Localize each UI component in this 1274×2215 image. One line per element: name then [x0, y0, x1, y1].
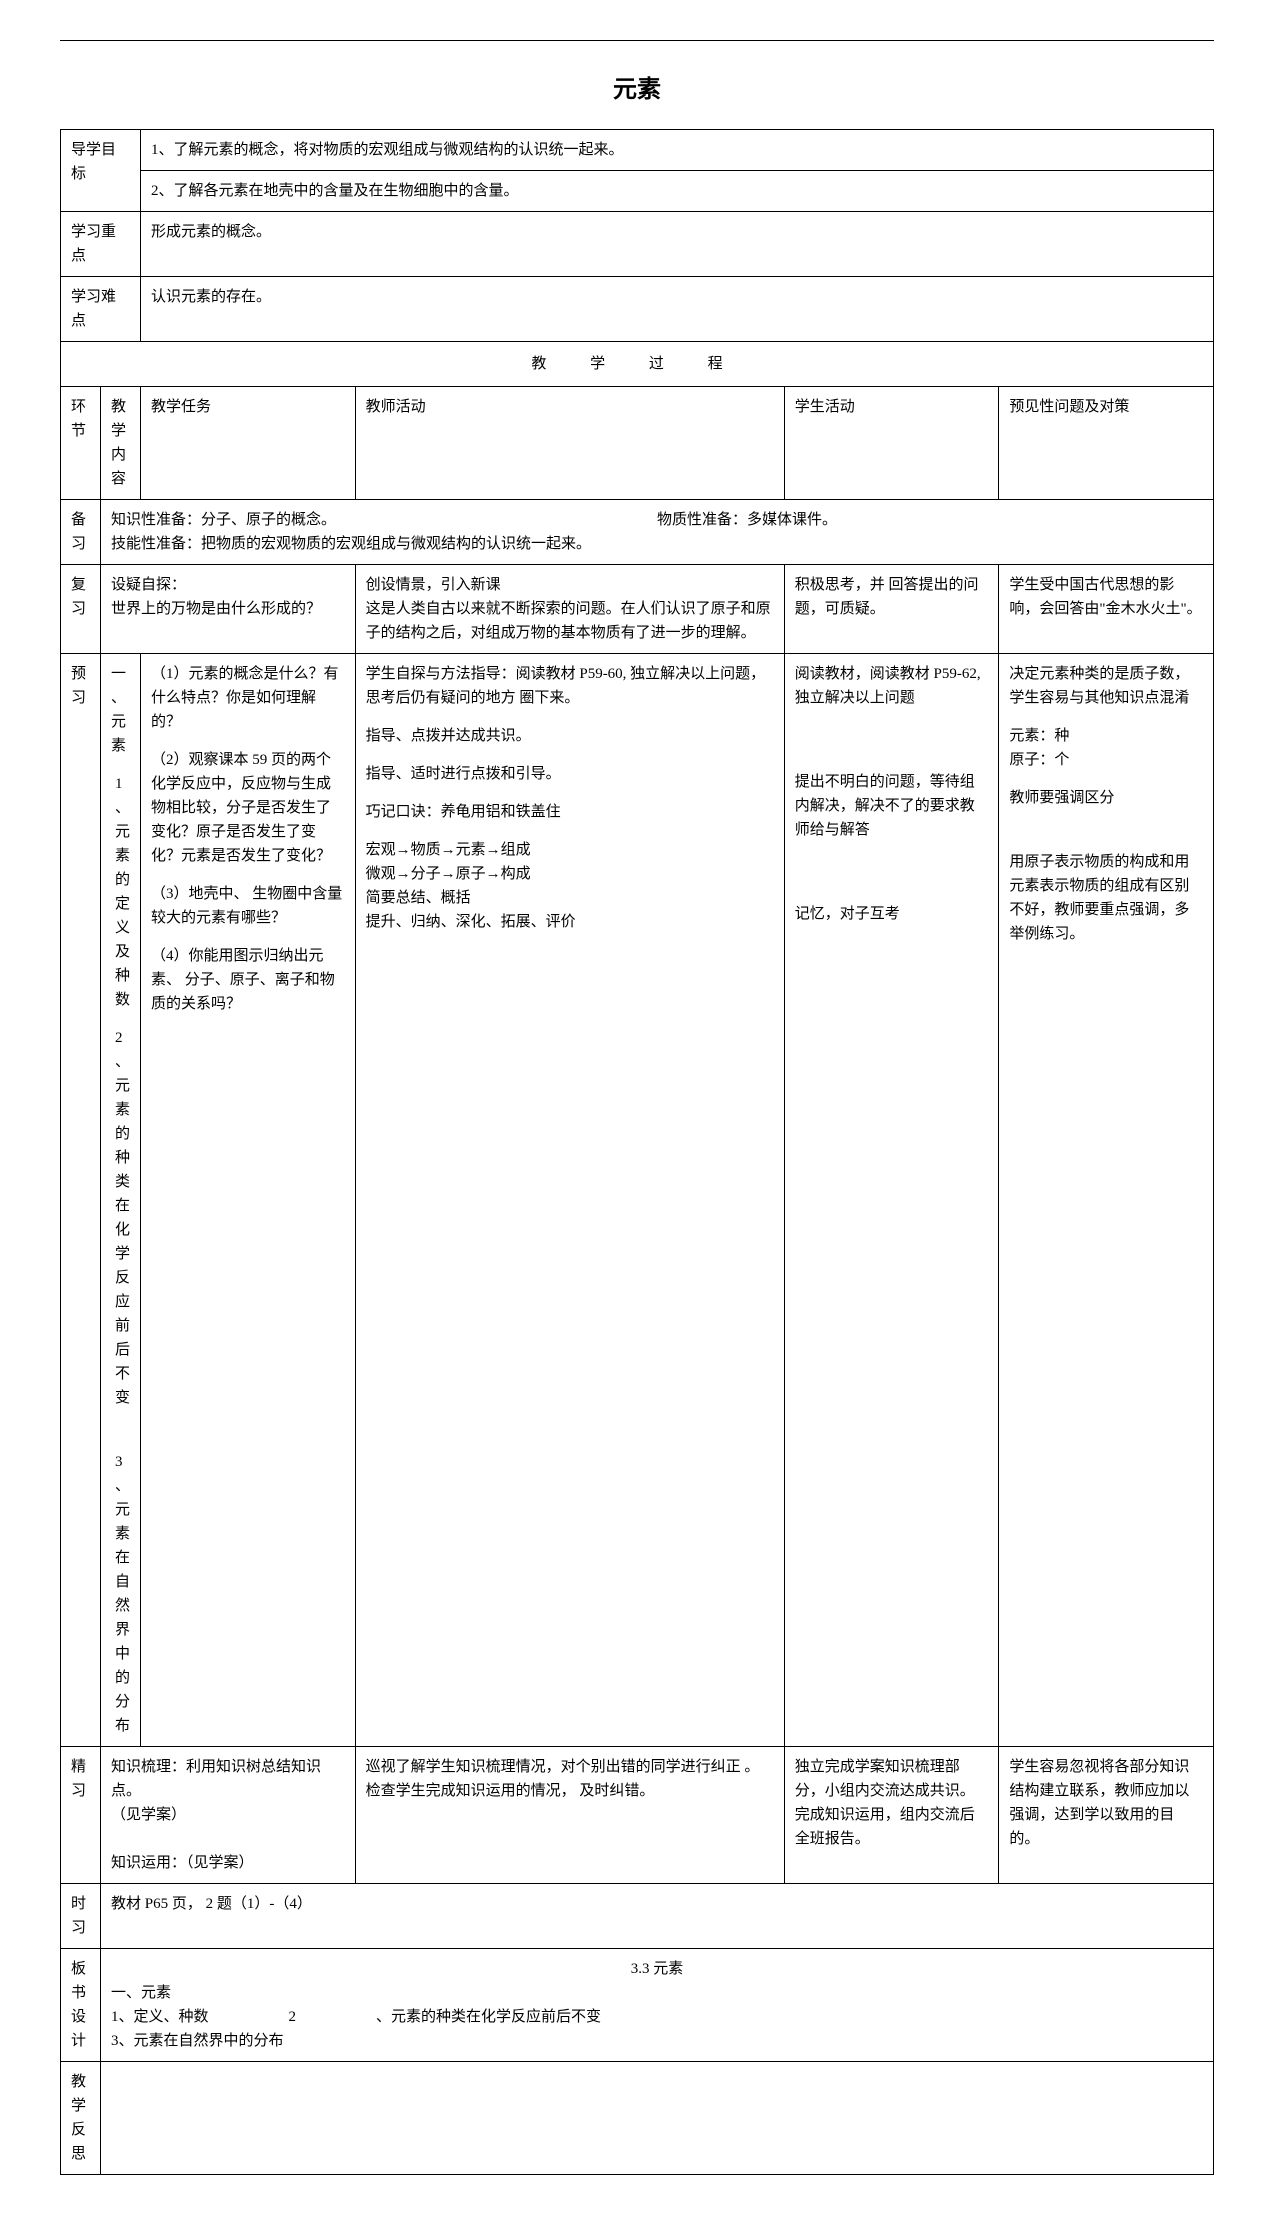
top-rule: [60, 40, 1214, 41]
preview-student: 阅读教材，阅读教材 P59-62, 独立解决以上问题 提出不明白的问题，等待组内…: [784, 654, 999, 1747]
column-header-row: 环节 教学内容 教学任务 教师活动 学生活动 预见性问题及对策: [61, 387, 1214, 500]
col-content: 教学内容: [101, 387, 141, 500]
col-student: 学生活动: [784, 387, 999, 500]
review-row: 复习 设疑自探： 世界上的万物是由什么形成的？ 创设情景，引入新课 这是人类自古…: [61, 565, 1214, 654]
prep-row: 备习 知识性准备：分子、原子的概念。 物质性准备：多媒体课件。 技能性准备：把物…: [61, 500, 1214, 565]
board-row: 板书设计 3.3 元素 一、元素 1、定义、种数 2 、元素的种类在化学反应前后…: [61, 1949, 1214, 2062]
review-label: 复习: [61, 565, 101, 654]
preview-issue-p3: 教师要强调区分: [1009, 786, 1203, 810]
refine-content-task: 知识梳理：利用知识树总结知识点。 （见学案） 知识运用：（见学案）: [101, 1747, 356, 1884]
preview-teacher-p1: 学生自探与方法指导：阅读教材 P59-60, 独立解决以上问题，思考后仍有疑问的…: [366, 662, 774, 710]
refine-label: 精习: [61, 1747, 101, 1884]
preview-task-p3: （3）地壳中、 生物圈中含量较大的元素有哪些？: [151, 882, 345, 930]
review-teacher: 创设情景，引入新课 这是人类自古以来就不断探索的问题。在人们认识了原子和原子的结…: [355, 565, 784, 654]
review-content-task: 设疑自探： 世界上的万物是由什么形成的？: [101, 565, 356, 654]
timed-text: 教材 P65 页， 2 题（1）-（4）: [101, 1884, 1214, 1949]
timed-label: 时习: [61, 1884, 101, 1949]
page-title: 元素: [60, 71, 1214, 109]
reflect-content: [101, 2062, 1214, 2175]
goal-label: 导学目标: [61, 130, 141, 212]
preview-task-p4: （4）你能用图示归纳出元素、 分子、原子、离子和物质的关系吗？: [151, 944, 345, 1016]
prep-content: 知识性准备：分子、原子的概念。 物质性准备：多媒体课件。 技能性准备：把物质的宏…: [101, 500, 1214, 565]
preview-content: 一、元素 1、 元素的定义及种数 2、 元素的种类在化学反应前后不变 3、 元素…: [101, 654, 141, 1747]
goal-line2: 2、了解各元素在地壳中的含量及在生物细胞中的含量。: [141, 171, 1214, 212]
preview-teacher-p3: 指导、适时进行点拨和引导。: [366, 762, 774, 786]
preview-content-p2: 1、 元素的定义及种数: [111, 772, 130, 1012]
col-phase: 环节: [61, 387, 101, 500]
col-issue: 预见性问题及对策: [999, 387, 1214, 500]
prep-label: 备习: [61, 500, 101, 565]
board-content: 3.3 元素 一、元素 1、定义、种数 2 、元素的种类在化学反应前后不变 3、…: [101, 1949, 1214, 2062]
board-l2b: 2: [289, 2005, 297, 2029]
focus-text: 形成元素的概念。: [141, 212, 1214, 277]
process-header-row: 教 学 过 程: [61, 342, 1214, 387]
focus-row: 学习重点 形成元素的概念。: [61, 212, 1214, 277]
preview-issue-p2: 元素：种 原子：个: [1009, 724, 1203, 772]
preview-content-p1: 一、元素: [111, 662, 130, 758]
prep-line2: 技能性准备：把物质的宏观物质的宏观组成与微观结构的认识统一起来。: [111, 532, 1203, 556]
refine-row: 精习 知识梳理：利用知识树总结知识点。 （见学案） 知识运用：（见学案） 巡视了…: [61, 1747, 1214, 1884]
goal-row-1: 导学目标 1、了解元素的概念，将对物质的宏观组成与微观结构的认识统一起来。: [61, 130, 1214, 171]
lesson-plan-table: 导学目标 1、了解元素的概念，将对物质的宏观组成与微观结构的认识统一起来。 2、…: [60, 129, 1214, 2175]
review-issue: 学生受中国古代思想的影响，会回答由"金木水火土"。: [999, 565, 1214, 654]
preview-teacher-p4: 巧记口诀：养龟用铝和铁盖住: [366, 800, 774, 824]
preview-task: （1）元素的概念是什么？有什么特点？你是如何理解的？ （2）观察课本 59 页的…: [141, 654, 356, 1747]
col-task: 教学任务: [141, 387, 356, 500]
preview-teacher-p5: 宏观→物质→元素→组成 微观→分子→原子→构成 简要总结、概括 提升、归纳、深化…: [366, 838, 774, 934]
preview-content-p3: 2、 元素的种类在化学反应前后不变: [111, 1026, 130, 1410]
preview-issue-p1: 决定元素种类的是质子数，学生容易与其他知识点混淆: [1009, 662, 1203, 710]
refine-teacher: 巡视了解学生知识梳理情况，对个别出错的同学进行纠正 。 检查学生完成知识运用的情…: [355, 1747, 784, 1884]
preview-issue: 决定元素种类的是质子数，学生容易与其他知识点混淆 元素：种 原子：个 教师要强调…: [999, 654, 1214, 1747]
difficulty-row: 学习难点 认识元素的存在。: [61, 277, 1214, 342]
prep-line1-right: 物质性准备：多媒体课件。: [657, 508, 1203, 532]
preview-content-p4: 3、 元素在自然界中的分布: [111, 1450, 130, 1738]
preview-student-p1: 阅读教材，阅读教材 P59-62, 独立解决以上问题: [795, 662, 989, 710]
reflect-row: 教学反思: [61, 2062, 1214, 2175]
preview-task-p2: （2）观察课本 59 页的两个化学反应中，反应物与生成物相比较，分子是否发生了变…: [151, 748, 345, 868]
reflect-label: 教学反思: [61, 2062, 101, 2175]
prep-line1-left: 知识性准备：分子、原子的概念。: [111, 508, 657, 532]
board-l2a: 1、定义、种数: [111, 2005, 209, 2029]
preview-teacher-p2: 指导、点拨并达成共识。: [366, 724, 774, 748]
preview-student-p3: 记忆，对子互考: [795, 902, 989, 926]
preview-task-p1: （1）元素的概念是什么？有什么特点？你是如何理解的？: [151, 662, 345, 734]
preview-label: 预习: [61, 654, 101, 1747]
review-student: 积极思考，并 回答提出的问题，可质疑。: [784, 565, 999, 654]
goal-row-2: 2、了解各元素在地壳中的含量及在生物细胞中的含量。: [61, 171, 1214, 212]
board-l3: 3、元素在自然界中的分布: [111, 2029, 1203, 2053]
board-label: 板书设计: [61, 1949, 101, 2062]
process-header: 教 学 过 程: [61, 342, 1214, 387]
preview-teacher: 学生自探与方法指导：阅读教材 P59-60, 独立解决以上问题，思考后仍有疑问的…: [355, 654, 784, 1747]
difficulty-label: 学习难点: [61, 277, 141, 342]
col-teacher: 教师活动: [355, 387, 784, 500]
difficulty-text: 认识元素的存在。: [141, 277, 1214, 342]
board-l1: 一、元素: [111, 1981, 1203, 2005]
preview-issue-p4: 用原子表示物质的构成和用元素表示物质的组成有区别不好，教师要重点强调，多举例练习…: [1009, 850, 1203, 946]
board-l2c: 、元素的种类在化学反应前后不变: [376, 2005, 601, 2029]
refine-issue: 学生容易忽视将各部分知识结构建立联系，教师应加以强调，达到学以致用的目的。: [999, 1747, 1214, 1884]
preview-student-p2: 提出不明白的问题，等待组内解决，解决不了的要求教师给与解答: [795, 770, 989, 842]
focus-label: 学习重点: [61, 212, 141, 277]
board-l2: 1、定义、种数 2 、元素的种类在化学反应前后不变: [111, 2005, 1203, 2029]
timed-row: 时习 教材 P65 页， 2 题（1）-（4）: [61, 1884, 1214, 1949]
board-title: 3.3 元素: [111, 1957, 1203, 1981]
goal-line1: 1、了解元素的概念，将对物质的宏观组成与微观结构的认识统一起来。: [141, 130, 1214, 171]
refine-student: 独立完成学案知识梳理部分，小组内交流达成共识。 完成知识运用，组内交流后全班报告…: [784, 1747, 999, 1884]
preview-row: 预习 一、元素 1、 元素的定义及种数 2、 元素的种类在化学反应前后不变 3、…: [61, 654, 1214, 1747]
